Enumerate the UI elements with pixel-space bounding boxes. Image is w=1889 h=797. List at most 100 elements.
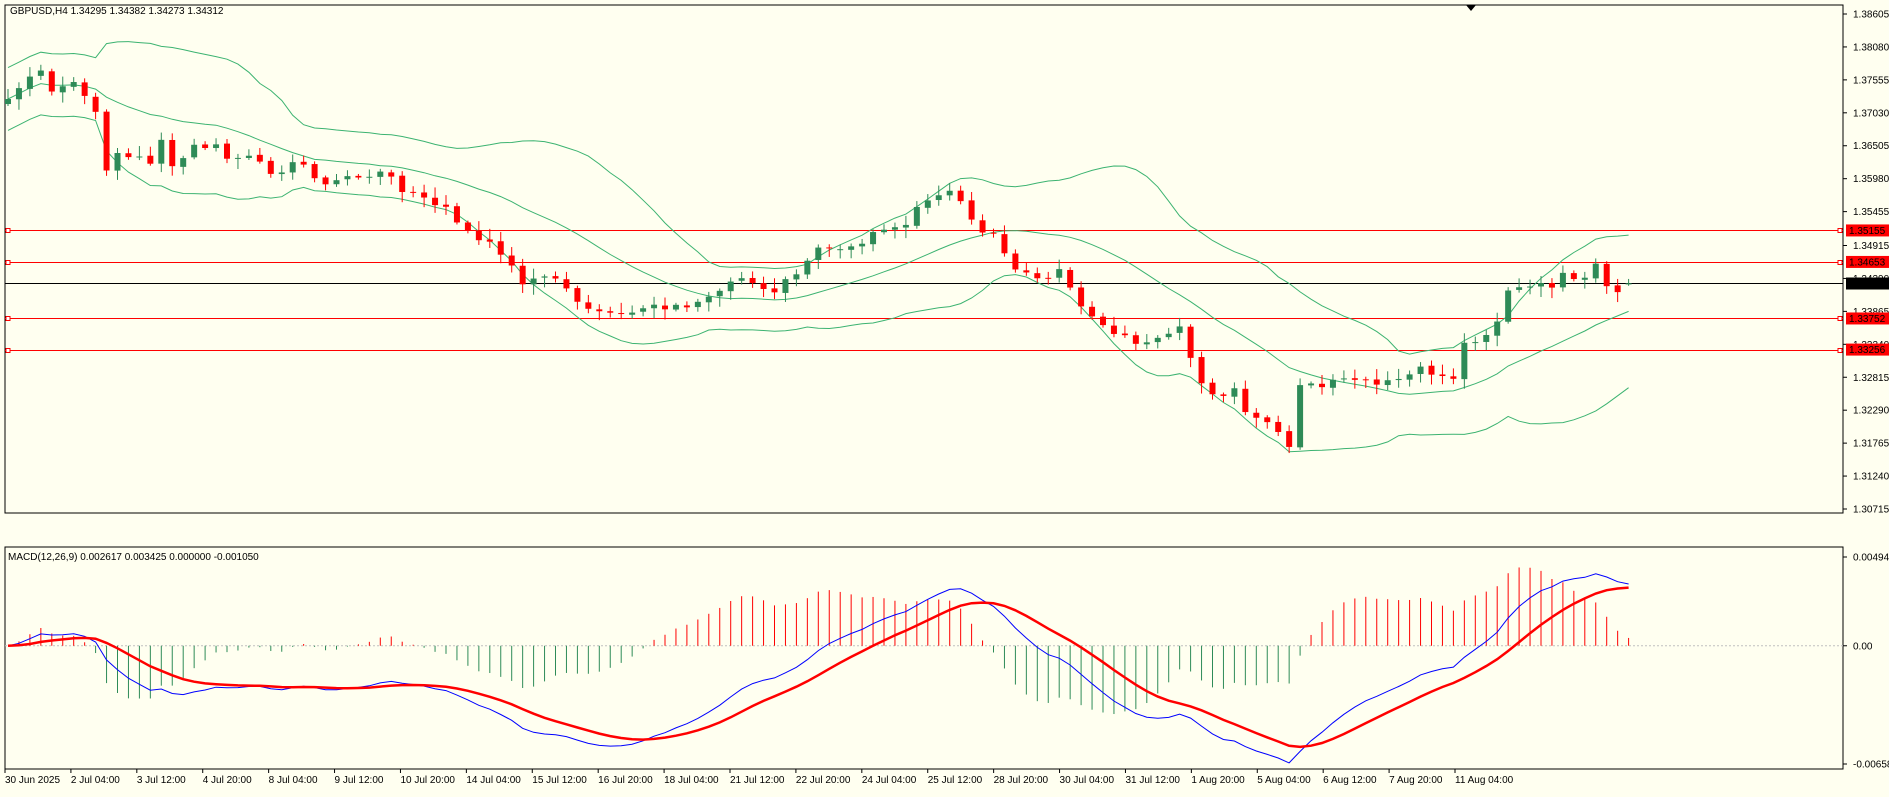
candle-body xyxy=(1592,263,1599,279)
candle-body xyxy=(1231,388,1238,397)
candle-body xyxy=(1384,380,1391,386)
current-price-badge xyxy=(1846,277,1889,290)
bullish-candle xyxy=(366,169,373,184)
price-tick-label: 1.32290 xyxy=(1853,406,1889,417)
candle-body xyxy=(1428,365,1435,375)
candle-body xyxy=(289,162,296,173)
time-tick-label: 30 Jun 2025 xyxy=(5,775,60,786)
bearish-candle xyxy=(410,186,417,198)
candle-body xyxy=(475,230,482,241)
macd-tick-label: -0.006587 xyxy=(1853,760,1889,771)
price-tick-label: 1.36505 xyxy=(1853,141,1889,152)
candle-body xyxy=(793,274,800,280)
bullish-candle xyxy=(1581,271,1588,289)
candle-body xyxy=(1297,385,1304,448)
bullish-candle xyxy=(837,244,844,259)
price-tick-label: 1.38080 xyxy=(1853,42,1889,53)
price-tick-label: 1.38605 xyxy=(1853,10,1889,21)
candle-body xyxy=(1089,306,1096,317)
time-tick-label: 28 Jul 20:00 xyxy=(994,775,1049,786)
candle-body xyxy=(1494,321,1501,336)
bearish-candle xyxy=(585,294,592,314)
candle-body xyxy=(267,160,274,174)
candle-body xyxy=(464,222,471,231)
candle-body xyxy=(629,312,636,315)
bearish-candle xyxy=(81,78,88,105)
time-tick-label: 10 Jul 20:00 xyxy=(400,775,455,786)
price-tick-label: 1.31240 xyxy=(1853,472,1889,483)
chart-shift-marker-icon[interactable] xyxy=(1466,5,1476,11)
bullish-candle xyxy=(180,155,187,175)
time-tick-label: 7 Aug 20:00 xyxy=(1389,775,1443,786)
candle-body xyxy=(158,139,165,164)
bearish-candle xyxy=(202,141,209,151)
bullish-candle xyxy=(793,269,800,287)
bearish-candle xyxy=(596,304,603,321)
macd-series xyxy=(5,567,1843,764)
level-start-handle xyxy=(5,316,11,321)
candle-body xyxy=(48,71,55,92)
level-price-label: 1.35155 xyxy=(1849,226,1886,237)
candle-body xyxy=(311,164,318,179)
candle-body xyxy=(585,302,592,309)
candle-body xyxy=(1132,335,1139,344)
bearish-candle xyxy=(1264,415,1271,429)
price-tick-label: 1.30715 xyxy=(1853,505,1889,516)
macd-signal-line xyxy=(7,586,1629,749)
candle-body xyxy=(399,175,406,192)
bearish-candle xyxy=(388,169,395,185)
bearish-candle xyxy=(1548,278,1555,299)
bullish-candle xyxy=(234,153,241,170)
bullish-candle xyxy=(114,148,121,180)
candle-body xyxy=(1538,283,1544,287)
candle-body xyxy=(256,154,263,162)
bearish-candle xyxy=(224,138,230,164)
level-end-handle xyxy=(1837,228,1843,233)
bullish-candle xyxy=(1329,374,1336,396)
bullish-candle xyxy=(1297,378,1304,450)
time-tick-label: 6 Aug 12:00 xyxy=(1323,775,1377,786)
candle-body xyxy=(563,279,570,289)
candle-body xyxy=(245,155,252,158)
bearish-candle xyxy=(1110,316,1117,338)
candle-body xyxy=(1078,287,1085,307)
bearish-candle xyxy=(1121,325,1128,338)
bullish-candle xyxy=(289,154,296,180)
time-tick-label: 22 Jul 20:00 xyxy=(796,775,851,786)
candle-body xyxy=(607,311,614,313)
candle-body xyxy=(1143,342,1150,345)
candle-body xyxy=(1351,378,1358,380)
candle-body xyxy=(1417,366,1424,375)
bullish-candle xyxy=(37,64,44,80)
bearish-candle xyxy=(1439,364,1446,385)
candle-body xyxy=(1209,382,1216,395)
candle-body xyxy=(1012,253,1019,270)
time-tick-label: 25 Jul 12:00 xyxy=(928,775,983,786)
candle-body xyxy=(81,82,88,96)
macd-tick-label: 0.00 xyxy=(1853,641,1873,652)
candle-body xyxy=(213,144,220,149)
bullish-candle xyxy=(738,271,745,285)
candle-body xyxy=(1570,273,1577,280)
candle-body xyxy=(5,99,11,105)
candle-body xyxy=(1527,286,1534,288)
bearish-candle xyxy=(552,271,559,283)
time-tick-label: 11 Aug 04:00 xyxy=(1455,775,1514,786)
candle-body xyxy=(333,180,340,185)
candle-body xyxy=(837,249,844,251)
candle-body xyxy=(519,265,526,285)
candle-body xyxy=(1308,383,1315,386)
level-start-handle xyxy=(5,228,11,233)
bullish-candle xyxy=(1559,265,1566,292)
candle-body xyxy=(891,227,898,230)
bearish-candle xyxy=(1319,374,1325,395)
bullish-candle xyxy=(1494,312,1501,347)
bullish-candle xyxy=(1308,381,1315,389)
bullish-candle xyxy=(1176,317,1183,341)
bearish-candle xyxy=(300,155,307,168)
bearish-candle xyxy=(1067,267,1074,291)
candle-body xyxy=(727,281,734,292)
candle-body xyxy=(990,232,997,234)
